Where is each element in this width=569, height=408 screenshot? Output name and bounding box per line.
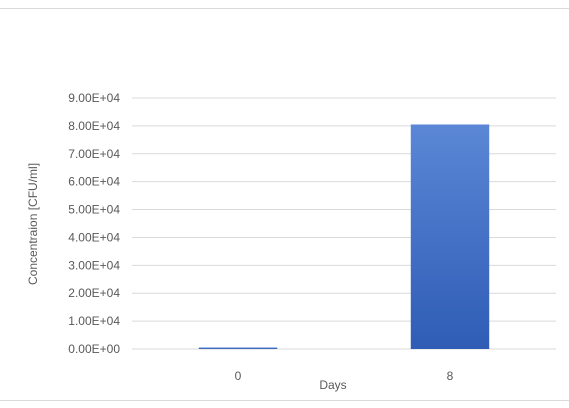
y-tick-label: 3.00E+04 — [68, 258, 120, 272]
y-tick-label: 8.00E+04 — [68, 119, 120, 133]
x-tick-label: 0 — [235, 369, 242, 383]
y-tick-label: 4.00E+04 — [68, 230, 120, 244]
x-tick-label: 8 — [447, 369, 454, 383]
gridlines — [132, 97, 556, 350]
bottom-border — [0, 400, 569, 401]
bar-0 — [198, 347, 278, 349]
bar-8 — [410, 124, 490, 349]
y-tick-label: 1.00E+04 — [68, 314, 120, 328]
y-tick-label: 9.00E+04 — [68, 91, 120, 105]
y-axis-title: Concentraion [CFU/ml] — [26, 163, 40, 285]
y-tick-label: 6.00E+04 — [68, 175, 120, 189]
y-tick-label: 0.00E+00 — [68, 342, 120, 356]
top-border — [0, 8, 569, 9]
y-tick-labels: 0.00E+00 1.00E+04 2.00E+04 3.00E+04 4.00E+04… — [68, 91, 120, 356]
y-tick-label: 2.00E+04 — [68, 286, 120, 300]
bars — [198, 124, 490, 349]
y-tick-label: 5.00E+04 — [68, 203, 120, 217]
x-axis-title: Days — [319, 378, 346, 392]
y-tick-label: 7.00E+04 — [68, 147, 120, 161]
